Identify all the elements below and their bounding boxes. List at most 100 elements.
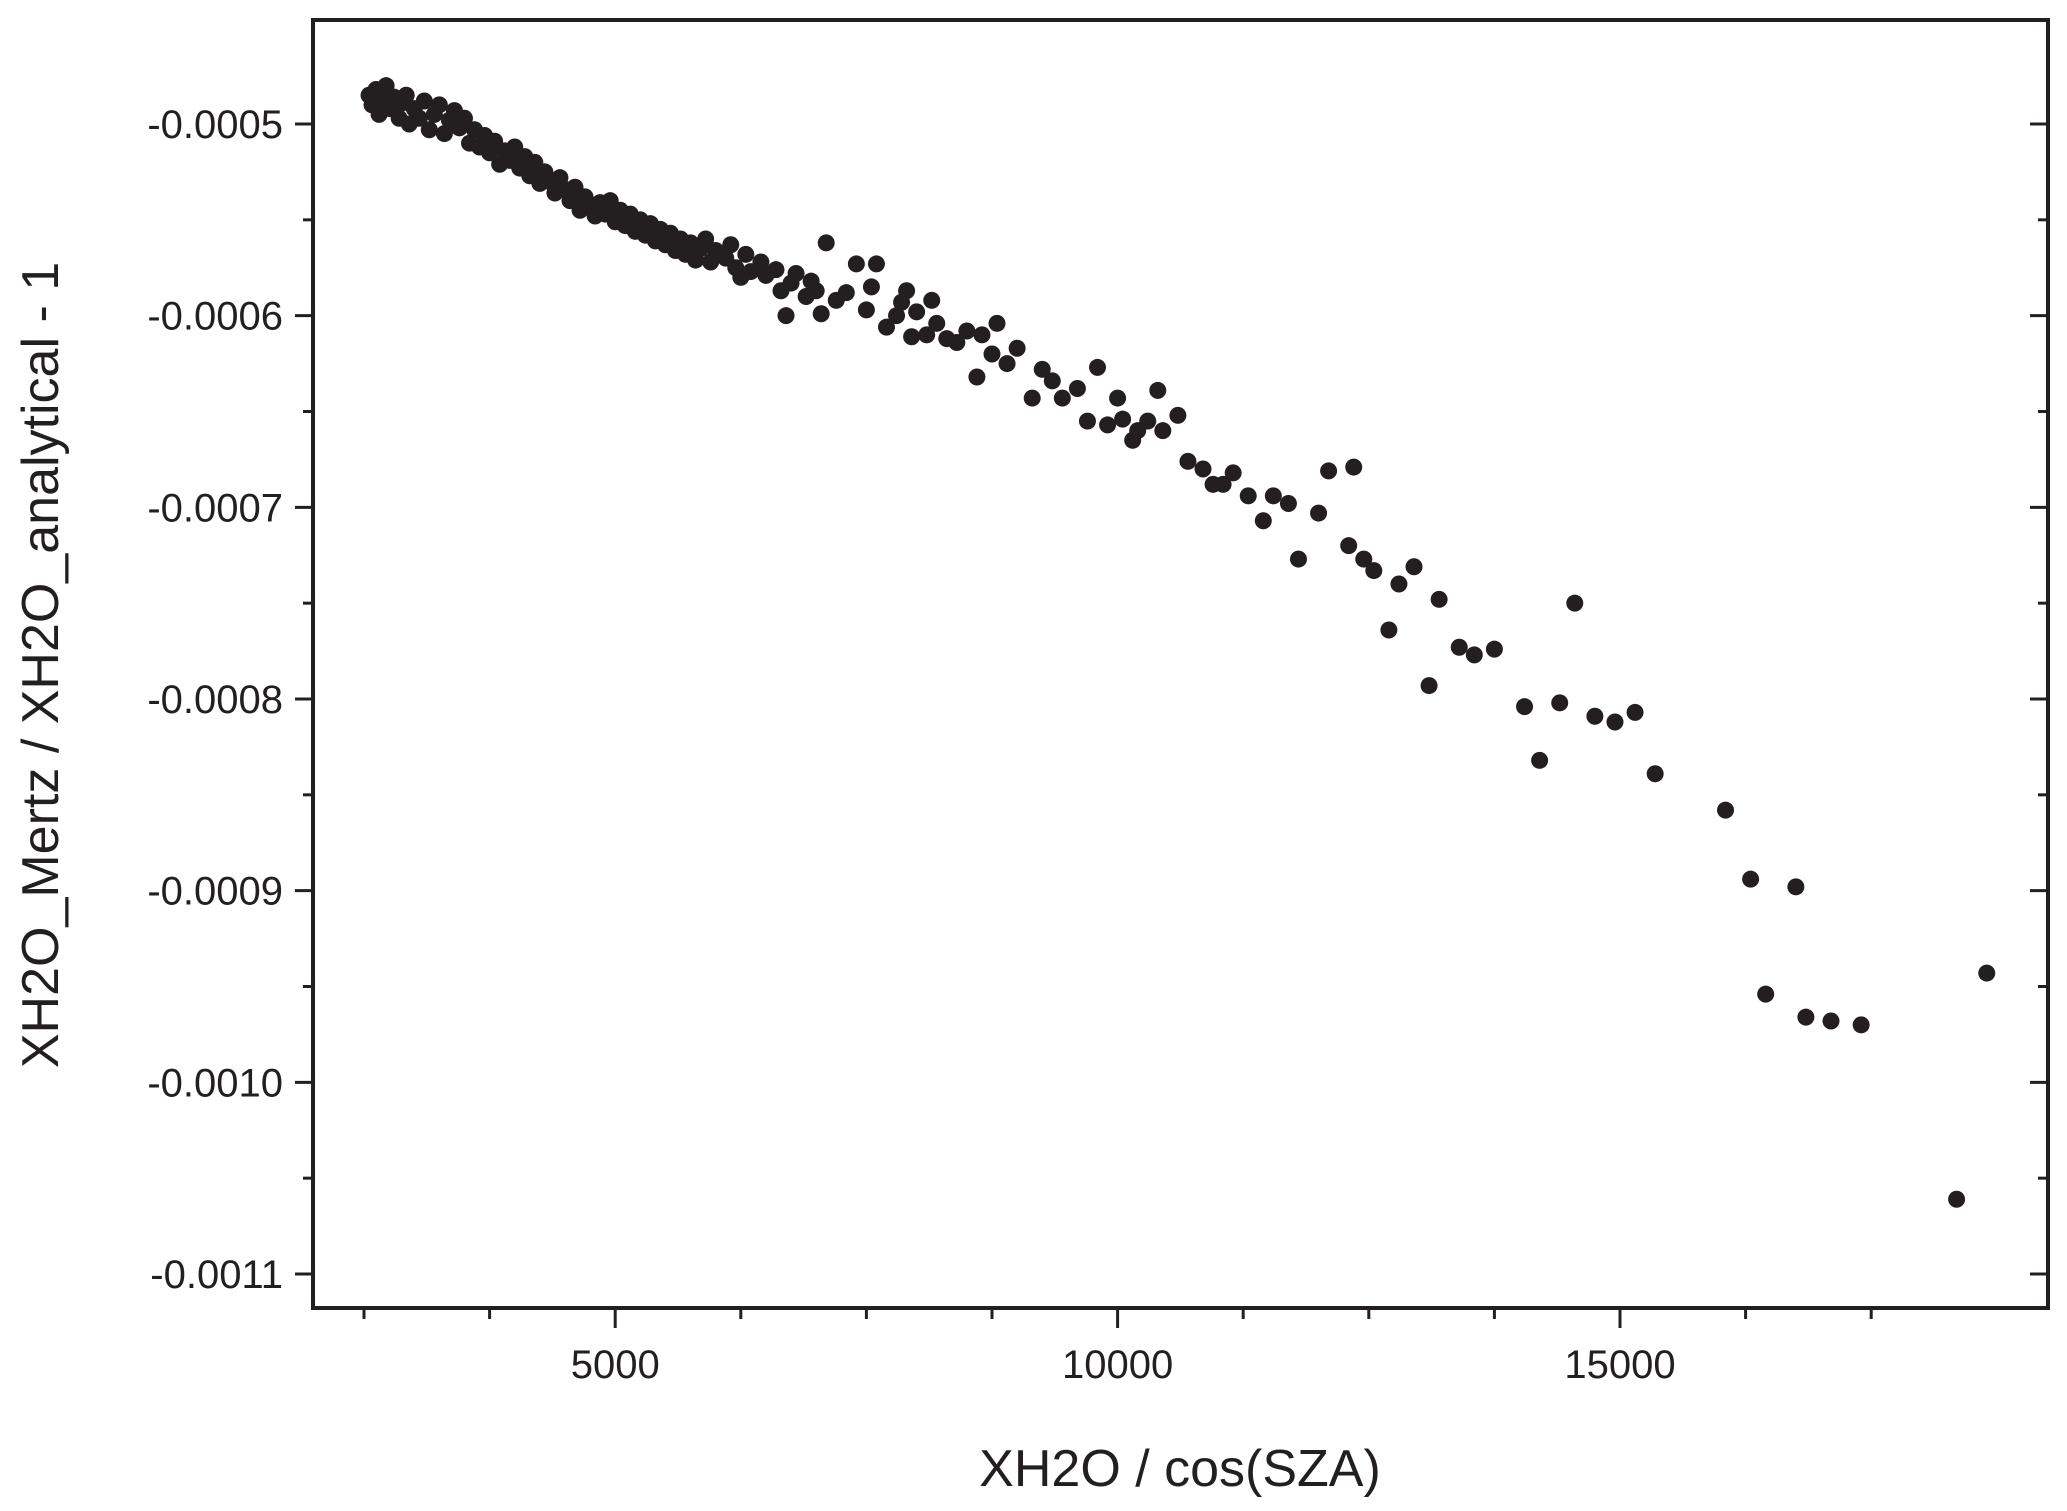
data-point — [1078, 412, 1096, 430]
data-point — [1033, 360, 1051, 378]
data-point — [1450, 638, 1468, 656]
data-point — [1405, 558, 1423, 576]
data-point — [1852, 1016, 1870, 1034]
data-point — [777, 307, 795, 325]
data-point — [1420, 677, 1438, 695]
y-axis-ticks — [295, 122, 2048, 1276]
data-point — [1586, 707, 1604, 725]
data-point — [1485, 640, 1503, 658]
data-point — [1606, 713, 1624, 731]
data-point — [1345, 458, 1363, 476]
data-point — [1978, 964, 1996, 982]
data-point — [397, 86, 415, 104]
data-point — [455, 109, 473, 127]
y-tick-label: -0.0010 — [147, 1061, 283, 1105]
data-point — [1531, 751, 1549, 769]
data-point — [787, 265, 805, 282]
data-point — [928, 314, 946, 332]
data-point — [988, 314, 1006, 332]
data-point — [847, 255, 865, 273]
data-point — [1797, 1008, 1815, 1026]
data-point — [1551, 694, 1569, 712]
data-point — [1023, 389, 1041, 407]
data-point — [1139, 412, 1157, 430]
data-point — [1179, 452, 1197, 470]
data-point — [1516, 698, 1534, 716]
data-point — [1239, 487, 1257, 505]
data-point — [908, 303, 926, 321]
data-point — [807, 282, 825, 300]
data-point — [918, 326, 936, 344]
data-point — [1068, 380, 1086, 397]
y-tick-label: -0.0006 — [147, 295, 283, 339]
data-point — [948, 334, 966, 351]
data-point — [888, 307, 906, 325]
data-point — [1154, 422, 1172, 440]
x-tick-label: 15000 — [1564, 1343, 1675, 1387]
y-tick-label: -0.0005 — [147, 103, 283, 147]
plot-frame — [311, 18, 2050, 1310]
data-point — [968, 368, 986, 386]
data-point — [998, 355, 1016, 373]
data-point — [1626, 703, 1644, 721]
data-point — [1254, 512, 1272, 530]
data-point — [1264, 487, 1282, 505]
data-point — [1717, 801, 1735, 819]
x-axis-ticks — [362, 1308, 1873, 1328]
data-point — [923, 291, 941, 309]
data-point — [1948, 1190, 1966, 1208]
data-point — [1214, 475, 1232, 493]
data-point — [767, 261, 785, 279]
data-point — [1289, 550, 1307, 568]
data-point — [410, 109, 428, 127]
data-point — [1465, 646, 1483, 664]
data-point — [1365, 562, 1383, 580]
data-point — [1099, 416, 1117, 434]
data-point — [435, 125, 453, 143]
data-point — [1043, 372, 1061, 390]
data-point — [1114, 410, 1132, 428]
data-point — [1646, 765, 1664, 783]
data-point — [958, 322, 976, 340]
data-point — [1310, 504, 1328, 522]
y-tick-label: -0.0008 — [147, 678, 283, 722]
y-axis-title: XH2O_Mertz / XH2O_analytical - 1 — [12, 262, 70, 1068]
data-point — [1224, 464, 1242, 482]
y-tick-label: -0.0007 — [147, 486, 283, 530]
data-point — [837, 284, 855, 302]
data-point — [898, 282, 916, 300]
data-point — [420, 121, 438, 139]
data-point — [430, 96, 448, 114]
data-point — [415, 92, 433, 110]
data-point — [1320, 462, 1338, 480]
data-point — [1340, 537, 1358, 555]
data-point — [1787, 878, 1805, 896]
data-point — [1566, 594, 1584, 612]
data-point — [1757, 985, 1775, 1003]
data-point — [903, 328, 921, 346]
data-point — [1194, 460, 1212, 478]
data-point — [722, 236, 740, 254]
data-point — [1822, 1012, 1840, 1030]
data-point — [983, 345, 1001, 363]
data-point — [1430, 590, 1448, 608]
y-tick-label: -0.0009 — [147, 870, 283, 914]
y-axis-tick-labels: -0.0005 -0.0006 -0.0007 -0.0008 -0.0009 -0.00… — [147, 103, 283, 1297]
data-point — [1355, 550, 1373, 568]
data-point — [1008, 339, 1026, 357]
data-point — [1390, 575, 1408, 593]
data-point — [867, 255, 885, 273]
data-point — [862, 278, 880, 296]
data-point — [1149, 381, 1167, 399]
y-tick-label: -0.0011 — [150, 1253, 283, 1297]
data-point — [1053, 389, 1071, 407]
data-point — [752, 253, 770, 271]
x-tick-label: 5000 — [571, 1343, 660, 1387]
x-axis-tick-labels: 5000 10000 15000 — [571, 1343, 1676, 1387]
data-point — [817, 234, 835, 252]
data-point — [697, 230, 715, 248]
x-tick-label: 10000 — [1062, 1343, 1173, 1387]
data-point — [737, 245, 755, 263]
data-point — [1279, 495, 1297, 512]
